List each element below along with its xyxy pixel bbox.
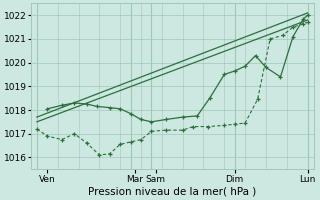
X-axis label: Pression niveau de la mer( hPa ): Pression niveau de la mer( hPa ) (88, 187, 256, 197)
